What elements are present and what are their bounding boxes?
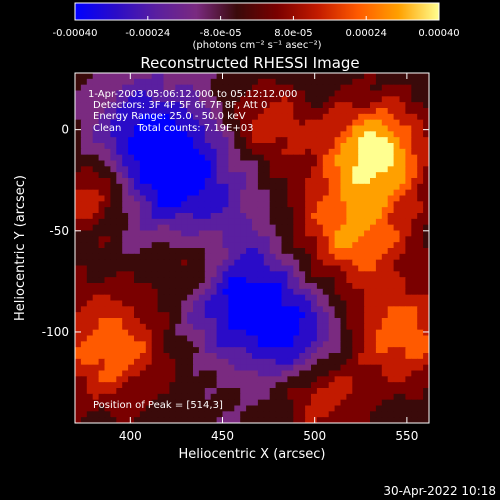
y-tick-label: -100 [42, 325, 69, 339]
annotation-energy-range: Energy Range: 25.0 - 50.0 keV [93, 111, 246, 122]
annotation-time-range: 1-Apr-2003 05:06:12.000 to 05:12:12.000 [88, 89, 297, 100]
colorbar-unit-label: (photons cm⁻² s⁻¹ asec⁻²) [192, 40, 321, 51]
x-axis-ticks: 400 450 500 550 [119, 73, 418, 443]
annotation-peak-position: Position of Peak = [514,3] [93, 400, 223, 411]
x-axis-label: Heliocentric X (arcsec) [179, 447, 326, 462]
chart-title: Reconstructed RHESSI Image [140, 54, 359, 72]
annotation-clean-counts: Clean Total counts: 7.19E+03 [93, 123, 253, 134]
colorbar-tick-label: -8.0e-05 [200, 28, 242, 39]
y-tick-label: 0 [61, 123, 69, 137]
colorbar-tick-label: 0.00040 [418, 28, 459, 39]
x-tick-label: 450 [211, 429, 234, 443]
plot-frame [74, 72, 430, 424]
colorbar-tick-label: 0.00024 [346, 28, 387, 39]
colorbar-ticks: -0.00040 -0.00024 -8.0e-05 8.0e-05 0.00024 0.… [53, 16, 460, 39]
colorbar-tick-label: -0.00024 [125, 28, 170, 39]
x-tick-label: 400 [119, 429, 142, 443]
y-axis-ticks: 0 -50 -100 [42, 123, 429, 339]
y-axis-label: Heliocentric Y (arcsec) [13, 175, 28, 321]
colorbar-tick-label: 8.0e-05 [274, 28, 312, 39]
annotation-block: 1-Apr-2003 05:06:12.000 to 05:12:12.000 … [88, 89, 297, 411]
y-tick-label: -50 [49, 224, 69, 238]
annotation-detectors: Detectors: 3F 4F 5F 6F 7F 8F, Att 0 [93, 100, 267, 111]
colorbar [74, 2, 440, 21]
heatmap-image [75, 73, 429, 423]
colorbar-tick-label: -0.00040 [53, 28, 98, 39]
x-tick-label: 500 [303, 429, 326, 443]
x-tick-label: 550 [395, 429, 418, 443]
timestamp: 30-Apr-2022 10:18 [383, 484, 496, 498]
